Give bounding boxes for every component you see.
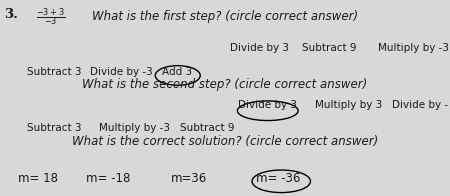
Text: Subtract 9: Subtract 9: [302, 43, 356, 53]
Text: Divide by 3: Divide by 3: [230, 43, 288, 53]
Text: What is the correct solution? (circle correct answer): What is the correct solution? (circle co…: [72, 135, 378, 148]
Text: Multiply by 3: Multiply by 3: [315, 100, 382, 110]
Text: m=36: m=36: [171, 172, 207, 185]
Text: Divide by 3: Divide by 3: [238, 100, 297, 110]
Text: Subtract 3: Subtract 3: [27, 123, 81, 133]
Text: Multiply by -3: Multiply by -3: [378, 43, 449, 53]
Text: 3.: 3.: [4, 8, 18, 21]
Text: Subtract 3: Subtract 3: [27, 67, 81, 77]
Text: Divide by -: Divide by -: [392, 100, 448, 110]
Text: m= -36: m= -36: [256, 172, 301, 185]
Text: $\frac{-3+3}{-3}$: $\frac{-3+3}{-3}$: [36, 6, 65, 28]
Text: Multiply by -3: Multiply by -3: [99, 123, 170, 133]
Text: Subtract 9: Subtract 9: [180, 123, 234, 133]
Text: Divide by -3: Divide by -3: [90, 67, 153, 77]
Text: What is the second step? (circle correct answer): What is the second step? (circle correct…: [82, 78, 368, 91]
Text: Add 3: Add 3: [162, 67, 192, 77]
Text: m= 18: m= 18: [18, 172, 58, 185]
Text: m= -18: m= -18: [86, 172, 130, 185]
Text: What is the first step? (circle correct answer): What is the first step? (circle correct …: [92, 10, 358, 23]
